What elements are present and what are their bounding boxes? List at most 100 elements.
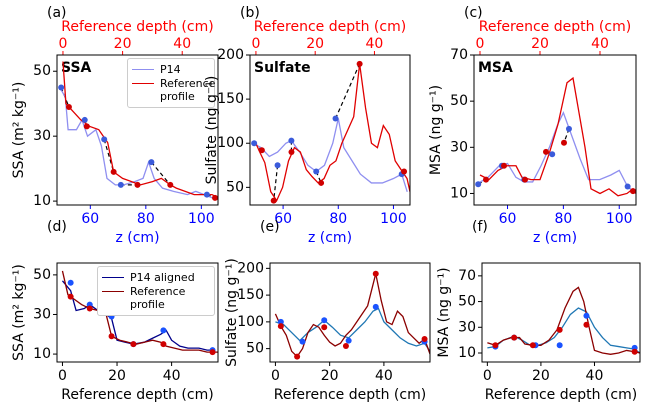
legend-label: P14 <box>160 63 181 76</box>
panel-label: (e) <box>260 219 280 235</box>
plot-area <box>61 270 218 356</box>
x2-tick-label: 20 <box>531 36 549 52</box>
plot-frame <box>56 54 219 206</box>
x-tick-label: 40 <box>163 368 181 384</box>
x-tick-label: 80 <box>329 211 347 227</box>
plot-area <box>251 60 410 204</box>
x2-axis-label: Reference depth (cm) <box>61 19 213 35</box>
tie-point <box>251 140 258 147</box>
tie-point <box>58 84 65 91</box>
tie-line <box>334 63 361 119</box>
y-tick-label: 150 <box>217 91 244 107</box>
tie-point <box>318 179 325 186</box>
panel-label: (b) <box>240 5 260 21</box>
tie-point <box>160 341 167 348</box>
y-tick-label: 30 <box>33 128 51 144</box>
tie-point <box>117 181 124 188</box>
legend-item: P14 <box>132 63 210 76</box>
tie-line <box>150 161 171 186</box>
tie-point <box>67 279 74 286</box>
x-tick-label: 0 <box>271 368 280 384</box>
tie-point <box>483 176 489 183</box>
x-tick-label: 20 <box>321 368 339 384</box>
series-line <box>275 307 430 352</box>
series-line <box>487 286 640 355</box>
y-tick-label: 50 <box>226 179 244 195</box>
tie-point <box>522 176 528 183</box>
x-tick-label: 100 <box>188 211 215 227</box>
plot-frame <box>473 54 637 206</box>
tie-point <box>270 197 277 204</box>
panel-label: (c) <box>464 5 483 21</box>
tie-point <box>209 349 216 356</box>
panel-title: SSA <box>61 60 92 76</box>
plot-area <box>274 270 430 360</box>
tie-point <box>583 312 590 319</box>
x-tick-label: 60 <box>81 211 99 227</box>
tie-point <box>321 324 328 331</box>
series-line <box>476 111 636 194</box>
tie-point <box>356 60 363 67</box>
tie-point <box>556 326 563 333</box>
tie-point <box>556 342 563 349</box>
panel-label: (a) <box>47 5 67 21</box>
tie-point <box>631 348 638 355</box>
panel: 10 30 50 0 20 40 Reference depth (cm) SSA (m² k… <box>11 219 219 403</box>
legend-label: P14 aligned <box>130 271 195 284</box>
y-tick-label: 30 <box>458 319 476 335</box>
tie-point <box>529 342 536 349</box>
tie-point <box>274 162 281 169</box>
series-line <box>255 63 410 202</box>
tie-point <box>258 147 265 154</box>
x-tick-label: 80 <box>554 211 572 227</box>
tie-point <box>203 191 210 198</box>
y-tick-label: 100 <box>217 135 244 151</box>
panel-label: (f) <box>472 219 488 235</box>
legend-swatch <box>102 277 124 278</box>
legend-swatch <box>102 291 124 292</box>
series-line <box>479 76 636 197</box>
y-axis-label: SSA (m² kg⁻¹) <box>11 82 27 179</box>
legend-box: P14 Reference profile <box>127 58 215 108</box>
plot-frame <box>56 262 219 363</box>
y-tick-label: 200 <box>217 47 244 63</box>
tie-point <box>110 168 117 175</box>
x2-axis-label: Reference depth (cm) <box>254 19 406 35</box>
x2-tick-label: 20 <box>114 36 132 52</box>
x-tick-label: 80 <box>137 211 155 227</box>
x-tick-label: 0 <box>483 368 492 384</box>
tie-point <box>134 181 141 188</box>
x-tick-label: 60 <box>499 211 517 227</box>
y-tick-label: 70 <box>450 47 468 63</box>
x-tick-label: 20 <box>108 368 126 384</box>
tie-point <box>277 323 284 330</box>
y-tick-label: 50 <box>33 267 51 283</box>
tie-point <box>549 151 556 158</box>
series-line <box>274 273 430 358</box>
tie-point <box>565 125 572 132</box>
plot-area <box>58 61 218 201</box>
x-tick-label: 40 <box>586 368 604 384</box>
tie-point <box>81 116 88 123</box>
x-tick-label: 60 <box>274 211 292 227</box>
tie-point <box>160 327 167 334</box>
legend-item: Reference profile <box>102 285 210 311</box>
tie-point <box>501 162 507 169</box>
panel: 10 30 50 70 0 20 40 Reference depth (cm) MSA (ng… <box>436 219 641 403</box>
legend-swatch <box>132 83 154 84</box>
panel-title: MSA <box>478 60 513 76</box>
y-axis-label: SSA (m² kg⁻¹) <box>11 264 27 361</box>
y-tick-label: 100 <box>237 314 264 330</box>
x2-tick-label: 40 <box>173 36 191 52</box>
x2-tick-label: 0 <box>59 36 68 52</box>
y-tick-label: 50 <box>246 341 264 357</box>
plot-frame <box>481 262 641 363</box>
tie-point <box>108 333 115 340</box>
tie-point <box>332 115 339 122</box>
x-tick-label: 100 <box>606 211 633 227</box>
x-tick-label: 40 <box>375 368 393 384</box>
tie-point <box>511 334 518 341</box>
